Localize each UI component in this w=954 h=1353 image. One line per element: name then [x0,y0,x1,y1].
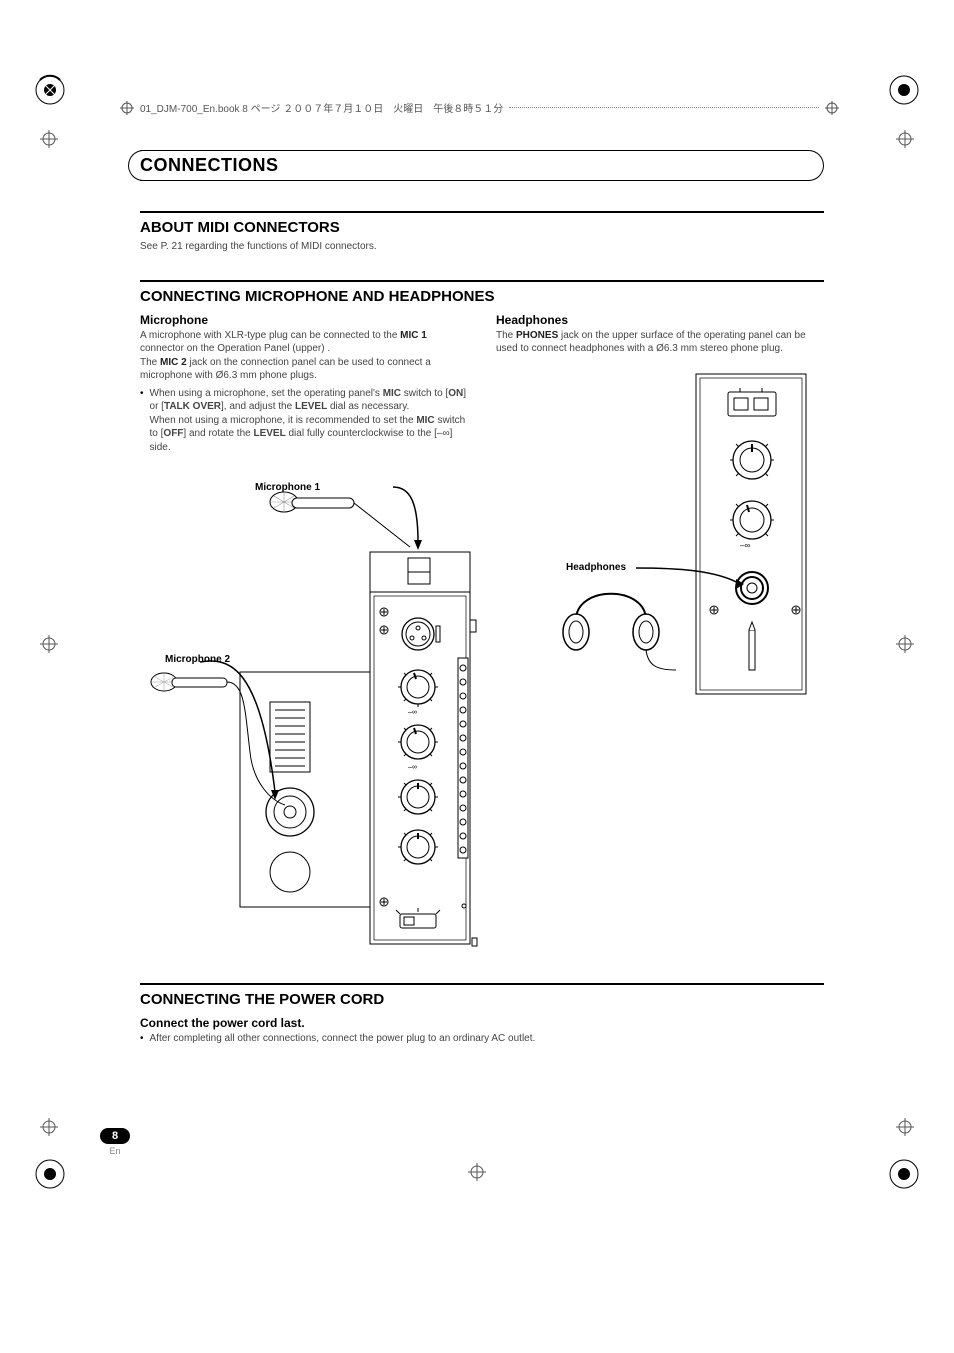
svg-text:–∞: –∞ [740,541,750,550]
mic-paragraph-1: A microphone with XLR-type plug can be c… [140,329,468,356]
crop-mark-bottom-left [30,1154,70,1194]
subheading-microphone: Microphone [140,313,468,327]
divider [140,983,824,985]
text-bold: ON [448,388,463,399]
text-bold: LEVEL [253,428,285,439]
mic-paragraph-2: The MIC 2 jack on the connection panel c… [140,356,468,383]
crosshair-bottom-center [468,1163,486,1181]
text-bold: MIC 1 [400,330,427,341]
figure-microphone: Microphone 1 [140,462,468,957]
text-bold: MIC 2 [160,357,187,368]
header-filename-line: 01_DJM-700_En.book 8 ページ ２００７年７月１０日 火曜日 … [120,100,839,115]
crosshair-icon [120,101,134,115]
text-bold: MIC [416,415,434,426]
figure-headphones: –∞ Headphones [496,370,824,715]
text-bold: TALK OVER [164,401,221,412]
fig-label-mic2: Microphone 2 [165,654,230,665]
text-bold: OFF [163,428,183,439]
hp-paragraph: The PHONES jack on the upper surface of … [496,329,824,356]
text-bold: LEVEL [295,401,327,412]
text: ], and adjust the [221,401,295,412]
text: A microphone with XLR-type plug can be c… [140,330,400,341]
crosshair-mid-left [40,635,58,653]
section-title: CONNECTIONS [140,155,279,175]
crosshair-top-right [896,130,914,148]
divider [140,280,824,282]
text-midi: See P. 21 regarding the functions of MID… [140,240,824,254]
divider [140,211,824,213]
text: The [140,357,160,368]
mic-bullet: When using a microphone, set the operati… [140,387,468,455]
text: switch to [ [401,388,448,399]
heading-mic-hp: CONNECTING MICROPHONE AND HEADPHONES [140,288,824,305]
crop-mark-bottom-right [884,1154,924,1194]
heading-power: CONNECTING THE POWER CORD [140,991,824,1008]
text: The [496,330,516,341]
text-bold: MIC [383,388,401,399]
text-bold: PHONES [516,330,558,341]
crosshair-bottom-right [896,1118,914,1136]
power-bullet: After completing all other connections, … [140,1032,824,1046]
crosshair-icon [825,101,839,115]
text: dial as necessary. [327,401,409,412]
svg-text:–∞: –∞ [408,764,417,771]
crosshair-mid-right [896,635,914,653]
crop-mark-top-right [884,70,924,110]
heading-midi: ABOUT MIDI CONNECTORS [140,219,824,236]
text: connector on the Operation Panel (upper)… [140,343,330,354]
fig-label-mic1: Microphone 1 [255,482,320,493]
fig-label-headphones: Headphones [566,562,626,573]
text: When using a microphone, set the operati… [150,388,383,399]
subheading-headphones: Headphones [496,313,824,327]
text: When not using a microphone, it is recom… [150,415,417,426]
svg-text:–∞: –∞ [408,709,417,716]
section-title-container: CONNECTIONS [140,150,824,181]
text: After completing all other connections, … [150,1032,536,1046]
crop-mark-top-left [30,70,70,110]
page-number: 8 En [100,1126,130,1156]
crosshair-bottom-left [40,1118,58,1136]
page-number-badge: 8 [100,1128,130,1144]
page-language: En [100,1146,130,1156]
text: ] and rotate the [183,428,253,439]
header-filename: 01_DJM-700_En.book 8 ページ ２００７年７月１０日 火曜日 … [140,100,503,115]
crosshair-top-left [40,130,58,148]
subheading-power: Connect the power cord last. [140,1016,824,1030]
